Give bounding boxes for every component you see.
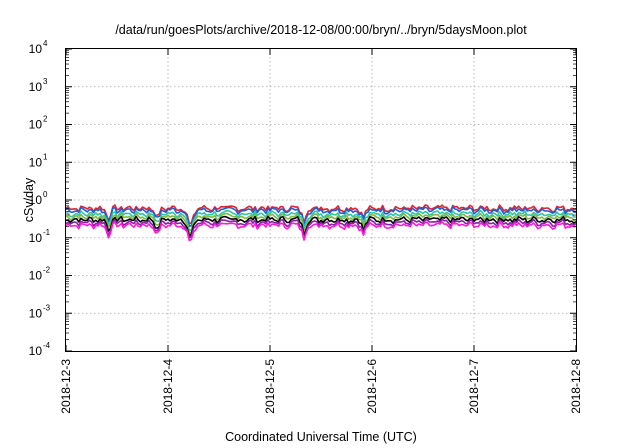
y-tick-label: 10 bbox=[29, 193, 43, 207]
y-tick-label: 10 bbox=[29, 118, 43, 132]
series-layer bbox=[65, 204, 577, 242]
x-tick-label: 2018-12-6 bbox=[365, 359, 379, 414]
y-axis-label: cSv/day bbox=[22, 177, 36, 222]
y-tick-label: 10 bbox=[29, 269, 43, 283]
y-tick-label: 10 bbox=[29, 306, 43, 320]
grid bbox=[66, 49, 576, 351]
series-line bbox=[65, 218, 577, 240]
y-tick-label: 10 bbox=[29, 155, 43, 169]
y-tick-exponent: -4 bbox=[43, 341, 51, 350]
chart-title: /data/run/goesPlots/archive/2018-12-08/0… bbox=[115, 23, 527, 37]
series-line bbox=[65, 215, 577, 237]
y-tick-exponent: -1 bbox=[43, 228, 51, 237]
y-tick-exponent: -3 bbox=[43, 303, 51, 312]
x-tick-label: 2018-12-3 bbox=[59, 359, 73, 414]
y-tick-exponent: 3 bbox=[43, 77, 48, 86]
x-tick-label: 2018-12-8 bbox=[569, 359, 583, 414]
y-tick-exponent: -2 bbox=[43, 266, 51, 275]
x-tick-label: 2018-12-4 bbox=[161, 359, 175, 414]
plot-frame bbox=[65, 48, 577, 352]
y-tick-label: 10 bbox=[29, 80, 43, 94]
series-line bbox=[65, 209, 577, 232]
y-tick-label: 10 bbox=[29, 42, 43, 56]
series-line bbox=[65, 204, 577, 225]
y-tick-label: 10 bbox=[29, 231, 43, 245]
y-tick-exponent: 2 bbox=[43, 115, 48, 124]
y-tick-exponent: 1 bbox=[43, 152, 48, 161]
series-line bbox=[65, 221, 577, 242]
x-axis-label: Coordinated Universal Time (UTC) bbox=[225, 430, 417, 444]
y-tick-label: 10 bbox=[29, 344, 43, 358]
series-line bbox=[65, 206, 577, 227]
series-line bbox=[65, 212, 577, 235]
x-tick-label: 2018-12-7 bbox=[467, 359, 481, 414]
x-tick-label: 2018-12-5 bbox=[263, 359, 277, 414]
y-tick-exponent: 4 bbox=[43, 39, 48, 48]
y-tick-exponent: 0 bbox=[43, 190, 48, 199]
